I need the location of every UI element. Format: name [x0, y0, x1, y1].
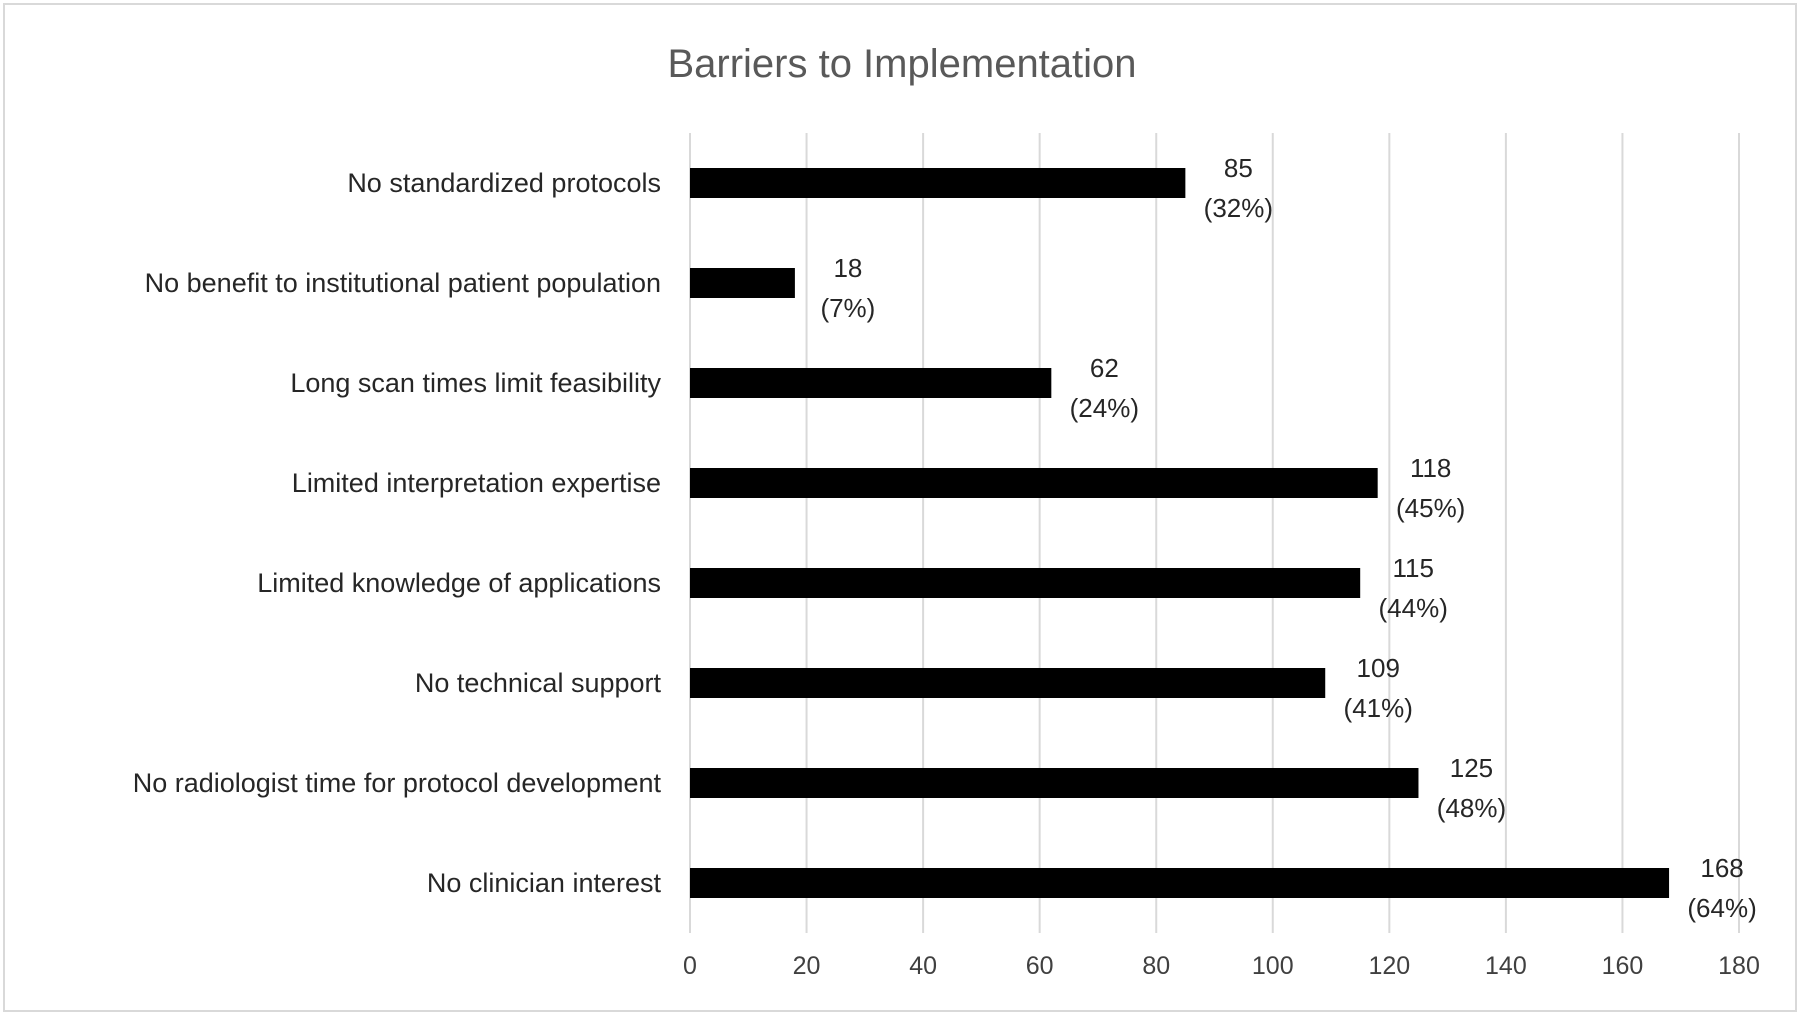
chart-frame: Barriers to Implementation No standardiz… [3, 3, 1797, 1012]
data-label-percent: (41%) [1344, 693, 1413, 723]
category-label: Long scan times limit feasibility [290, 368, 661, 398]
data-label-count: 168 [1700, 853, 1743, 883]
x-tick-label: 80 [1142, 952, 1170, 980]
category-labels: No standardized protocols No benefit to i… [133, 168, 662, 898]
category-label: No standardized protocols [347, 168, 661, 198]
x-tick-label: 20 [793, 952, 821, 980]
data-label-count: 18 [833, 253, 862, 283]
bar [690, 768, 1419, 798]
bar [690, 168, 1186, 198]
x-axis-tick-labels: 0 20 40 60 80 100 120 140 160 180 [683, 952, 1760, 980]
value-labels: 85 (32%) 18 (7%) 62 (24%) 118 (45%) 115 (44%) 109 (… [820, 153, 1756, 923]
x-tick-label: 100 [1252, 952, 1294, 980]
category-label: No radiologist time for protocol develop… [133, 768, 662, 798]
data-label-count: 125 [1450, 753, 1493, 783]
x-tick-label: 140 [1485, 952, 1527, 980]
bar [690, 368, 1052, 398]
category-label: No benefit to institutional patient popu… [145, 268, 661, 298]
bar [690, 868, 1670, 898]
bar-chart: Barriers to Implementation No standardiz… [133, 42, 1760, 980]
x-tick-label: 120 [1368, 952, 1410, 980]
data-label-count: 118 [1410, 453, 1451, 483]
data-label-percent: (7%) [820, 293, 875, 323]
bar [690, 568, 1361, 598]
bar [690, 668, 1326, 698]
category-label: Limited knowledge of applications [257, 568, 661, 598]
data-label-percent: (44%) [1379, 593, 1448, 623]
category-label: No clinician interest [427, 868, 662, 898]
bar [690, 268, 795, 298]
x-tick-label: 40 [909, 952, 937, 980]
chart-title: Barriers to Implementation [667, 42, 1136, 86]
x-tick-label: 180 [1718, 952, 1760, 980]
data-label-count: 109 [1357, 653, 1400, 683]
x-tick-label: 0 [683, 952, 697, 980]
data-label-count: 85 [1224, 153, 1253, 183]
x-tick-label: 60 [1026, 952, 1054, 980]
category-label: No technical support [415, 668, 662, 698]
data-label-count: 115 [1392, 553, 1433, 583]
bars [690, 168, 1670, 898]
data-label-percent: (32%) [1204, 193, 1273, 223]
gridlines [689, 133, 1740, 933]
data-label-percent: (24%) [1070, 393, 1139, 423]
data-label-percent: (48%) [1437, 793, 1506, 823]
data-label-count: 62 [1090, 353, 1119, 383]
bar [690, 468, 1378, 498]
data-label-percent: (64%) [1687, 893, 1756, 923]
x-tick-label: 160 [1602, 952, 1644, 980]
data-label-percent: (45%) [1396, 493, 1465, 523]
category-label: Limited interpretation expertise [292, 468, 661, 498]
